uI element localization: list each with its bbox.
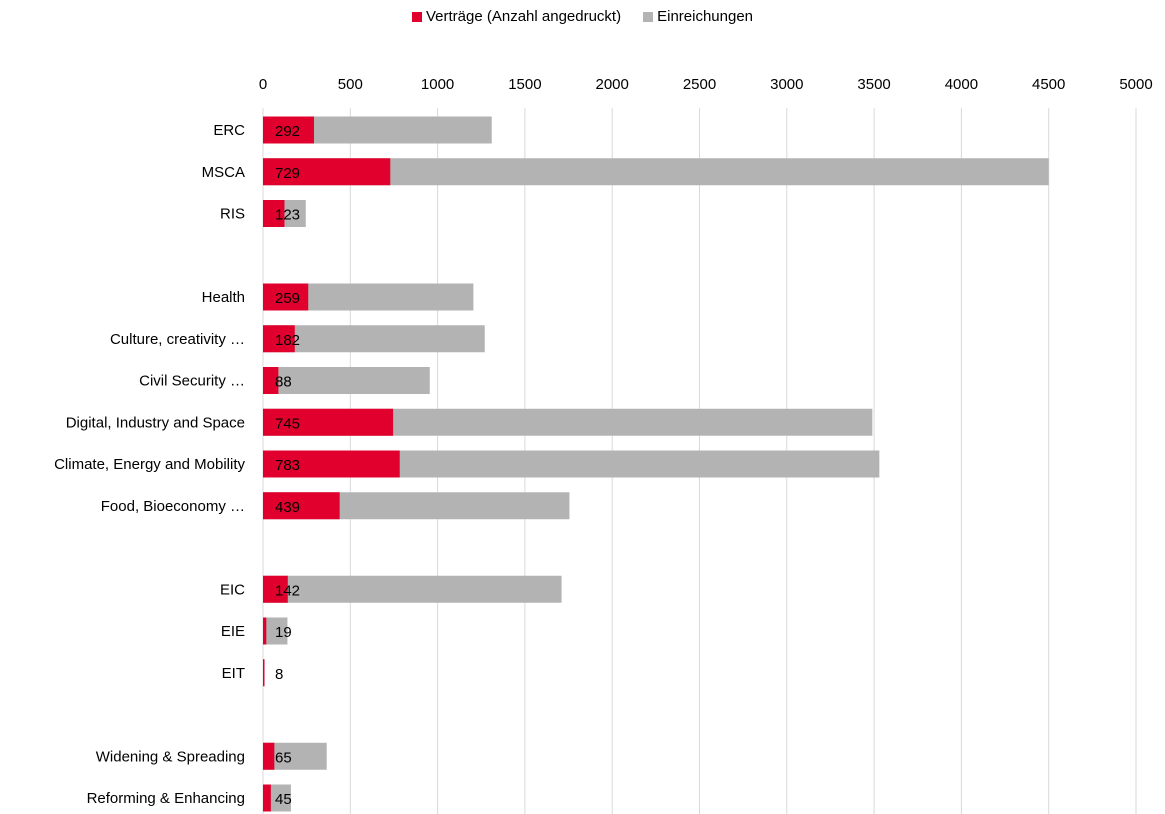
category-label: MSCA — [202, 164, 245, 181]
x-tick-label: 5000 — [1119, 76, 1152, 93]
category-label: ERC — [213, 122, 245, 139]
data-label-vertraege: 88 — [275, 374, 292, 391]
legend-swatch-einreichungen — [643, 11, 654, 22]
x-tick-label: 500 — [338, 76, 363, 93]
bar-vertraege — [263, 283, 309, 311]
bar-vertraege — [263, 408, 394, 436]
bar-einreichungen — [263, 367, 430, 394]
x-tick-label: 0 — [259, 76, 267, 93]
data-label-vertraege: 729 — [275, 165, 300, 182]
category-label: Food, Bioeconomy … — [101, 498, 245, 515]
x-tick-label: 1000 — [421, 76, 454, 93]
x-tick-label: 2000 — [596, 76, 629, 93]
data-label-vertraege: 292 — [275, 123, 300, 140]
legend: Verträge (Anzahl angedruckt) Einreichung… — [0, 8, 1165, 25]
category-label: EIC — [220, 581, 245, 598]
x-tick-label: 4000 — [945, 76, 978, 93]
legend-label-einreichungen: Einreichungen — [657, 8, 754, 25]
category-label: Digital, Industry and Space — [66, 414, 245, 431]
data-label-vertraege: 45 — [275, 791, 292, 808]
bar-vertraege — [263, 742, 275, 770]
bar-einreichungen — [263, 325, 485, 353]
legend-label-vertraege: Verträge (Anzahl angedruckt) — [425, 8, 622, 25]
bar-vertraege — [263, 158, 391, 186]
category-label: EIT — [222, 665, 245, 682]
data-label-vertraege: 123 — [275, 207, 300, 224]
bar-vertraege — [263, 784, 271, 812]
x-tick-label: 2500 — [683, 76, 716, 93]
bar-vertraege — [263, 492, 340, 520]
bar-vertraege — [263, 200, 285, 227]
bar-einreichungen — [263, 617, 288, 645]
bar-vertraege — [263, 617, 267, 645]
data-label-vertraege: 182 — [275, 332, 300, 349]
data-label-vertraege: 783 — [275, 457, 300, 474]
bar-vertraege — [263, 325, 295, 353]
legend-item-vertraege: Verträge (Anzahl angedruckt) — [411, 8, 622, 25]
x-tick-label: 3000 — [770, 76, 803, 93]
category-label: EIE — [221, 623, 245, 640]
bar-vertraege — [263, 450, 400, 478]
category-label: Climate, Energy and Mobility — [54, 456, 245, 473]
bar-vertraege — [263, 116, 314, 144]
bar-vertraege — [263, 659, 265, 687]
category-label: Widening & Spreading — [96, 748, 245, 765]
bar-einreichungen — [263, 575, 562, 603]
data-label-vertraege: 65 — [275, 749, 292, 766]
data-label-vertraege: 142 — [275, 582, 300, 599]
bar-vertraege — [263, 367, 279, 394]
category-label: Reforming & Enhancing — [87, 790, 245, 807]
data-label-vertraege: 439 — [275, 499, 300, 516]
x-tick-label: 4500 — [1032, 76, 1065, 93]
bar-vertraege — [263, 575, 288, 603]
category-label: Culture, creativity … — [110, 331, 245, 348]
data-label-vertraege: 8 — [275, 666, 283, 683]
data-label-vertraege: 745 — [275, 415, 300, 432]
legend-item-einreichungen: Einreichungen — [643, 8, 753, 25]
legend-swatch-vertraege — [411, 11, 422, 22]
data-label-vertraege: 259 — [275, 290, 300, 307]
category-label: RIS — [220, 206, 245, 223]
bar-einreichungen — [263, 158, 1049, 186]
x-tick-label: 3500 — [857, 76, 890, 93]
x-tick-label: 1500 — [508, 76, 541, 93]
category-label: Civil Security … — [139, 373, 245, 390]
data-label-vertraege: 19 — [275, 624, 292, 641]
category-label: Health — [202, 289, 245, 306]
